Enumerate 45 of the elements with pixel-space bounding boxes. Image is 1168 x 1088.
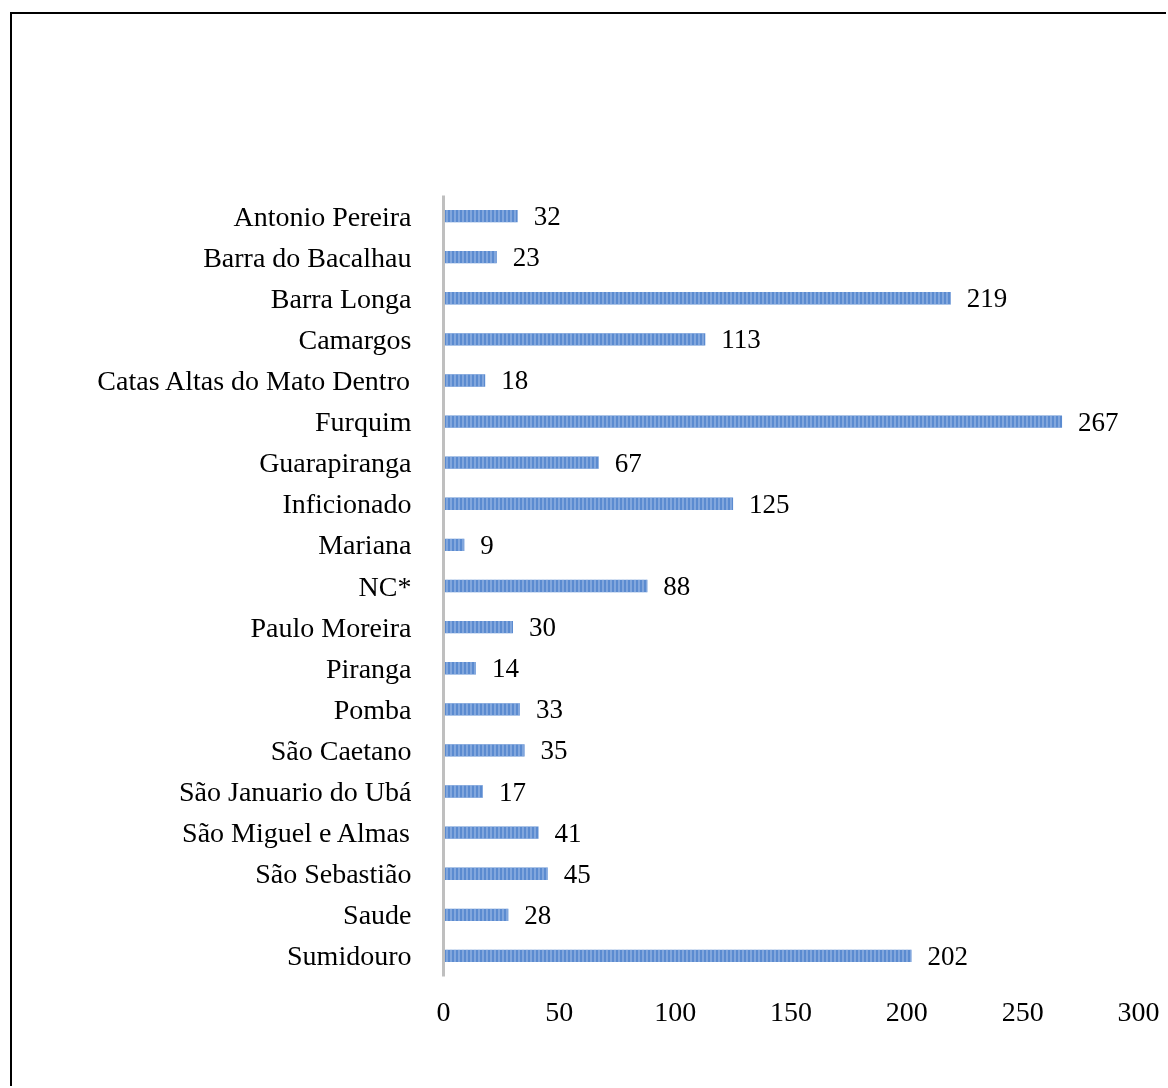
data-label: 113 [721,324,761,355]
y-tick-label: Mariana [318,529,413,561]
data-label: 41 [554,817,582,848]
y-tick-label: Paulo Moreira [250,611,413,643]
y-tick-label: Antonio Pereira [233,200,413,232]
y-tick-label: São Januario do Ubá [179,776,413,808]
data-label: 45 [563,858,591,889]
x-tick-label: 100 [654,995,697,1027]
data-label: 30 [529,612,556,643]
x-tick-label: 150 [770,995,812,1027]
data-label: 35 [540,735,568,766]
data-label: 67 [614,447,642,478]
y-tick-label: Barra Longa [270,282,413,314]
data-label: 18 [501,365,529,396]
y-tick-label: Inficionado [282,488,412,520]
y-tick-label: Camargos [298,323,412,355]
x-tick-label: 300 [1117,995,1160,1027]
y-tick-label: Sumidouro [287,940,412,972]
data-label: 33 [535,694,563,725]
x-tick-label: 50 [545,995,574,1027]
y-tick-label: Guarapiranga [259,447,413,479]
y-tick-label: NC* [358,570,412,602]
y-tick-label: Pomba [333,693,413,725]
data-label: 28 [524,899,552,930]
data-label: 17 [498,776,526,807]
x-tick-label: 200 [885,995,928,1027]
y-tick-label: Barra do Bacalhau [203,241,412,273]
data-label: 219 [966,283,1008,314]
y-tick-label: Furquim [315,406,412,438]
data-label: 23 [512,242,540,273]
y-tick-label: São Caetano [270,734,412,766]
y-tick-label: São Sebastião [255,858,412,890]
data-label: 267 [1078,406,1119,437]
y-tick-label: Saude [343,899,412,931]
data-label: 9 [480,529,494,560]
data-label: 32 [533,201,561,232]
x-tick-label: 0 [436,995,451,1027]
y-tick-label: Piranga [325,652,413,684]
x-tick-label: 250 [1001,995,1044,1027]
y-tick-label: Catas Altas do Mato Dentro [97,364,410,396]
data-label: 14 [491,653,520,684]
y-tick-label: São Miguel e Almas [182,817,410,849]
data-label: 88 [663,571,691,601]
data-label: 202 [927,940,968,971]
data-label: 125 [749,488,790,519]
